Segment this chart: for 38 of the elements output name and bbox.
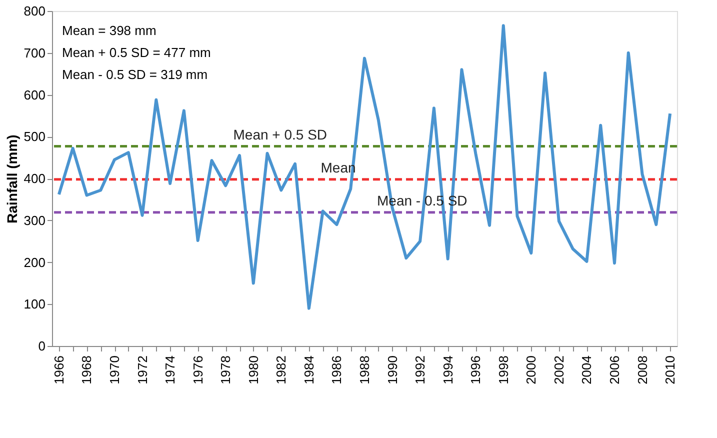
annotation: Mean - 0.5 SD = 319 mm [62,67,208,82]
x-tick-label: 1970 [107,356,122,384]
x-tick-label: 1974 [162,356,178,384]
y-tick-label: 500 [24,129,46,144]
x-tick-label: 1982 [274,356,289,384]
y-tick-label: 400 [24,171,46,186]
y-tick-label: 100 [24,296,46,312]
annotation: Mean = 398 mm [62,23,156,38]
x-tick-label: 2004 [579,356,594,384]
x-tick-label: 1994 [440,356,456,384]
y-tick-label: 0 [38,338,46,354]
line-series [57,24,672,310]
x-tick-label: 2010 [662,356,678,384]
x-tick-label: 1998 [496,356,511,384]
x-tick-label: 1986 [329,356,344,384]
x-tick-label: 1978 [218,356,234,384]
y-tick-label: 600 [24,87,46,102]
x-tick-label: 2006 [607,356,622,384]
x-tick-label: 1996 [468,356,484,384]
y-tick-label: 200 [24,254,46,270]
ref-line-label: Mean + 0.5 SD [233,126,328,142]
x-tick-label: 1976 [190,356,206,384]
annotation: Mean + 0.5 SD = 477 mm [62,45,211,60]
x-tick-label: 1984 [301,356,316,384]
x-tick-label: 1966 [51,356,66,384]
y-tick-label: 700 [24,45,46,60]
x-tick-label: 2000 [524,356,539,384]
y-axis-title: Rainfall (mm) [4,134,20,224]
y-tick-label: 300 [24,212,46,228]
x-tick-label: 1968 [79,356,94,384]
x-tick-label: 1992 [412,356,428,384]
y-tick-label: 800 [24,4,46,18]
x-tick-label: 1988 [357,356,372,384]
x-tick-label: 1980 [246,356,261,384]
x-tick-label: 1990 [384,356,400,384]
x-tick-label: 1972 [134,356,150,384]
x-tick-label: 2008 [634,356,650,384]
x-tick-label: 2002 [551,356,566,384]
